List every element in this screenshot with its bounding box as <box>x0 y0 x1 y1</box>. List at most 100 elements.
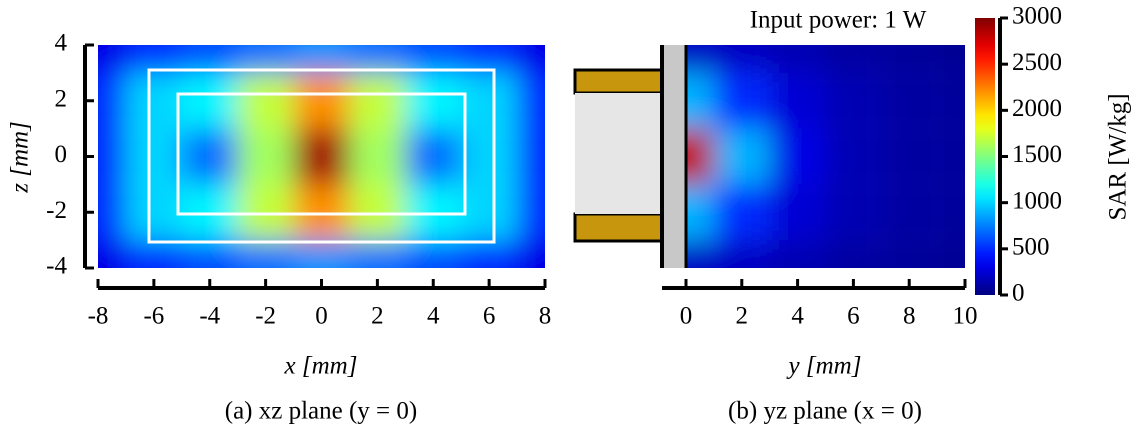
heat-cell <box>517 72 545 129</box>
heat-cell <box>713 184 770 241</box>
heat-cell <box>405 72 462 129</box>
y-tick-label: 4 <box>55 30 68 57</box>
heat-cell <box>349 45 406 73</box>
heat-cell <box>713 128 770 185</box>
heat-cell <box>237 45 294 73</box>
heat-cell <box>98 72 126 129</box>
heat-cell <box>769 184 826 241</box>
y-tick-label: -4 <box>46 253 67 280</box>
heat-cell <box>293 128 350 185</box>
y-axis-label: z [mm] <box>7 121 34 194</box>
x-tick-label: 10 <box>953 303 978 330</box>
heat-cell <box>769 128 826 185</box>
heat-cell <box>349 184 406 241</box>
x-tick-label: 6 <box>847 303 860 330</box>
heat-cell <box>405 240 462 268</box>
heat-cell <box>461 184 518 241</box>
heat-cell <box>686 240 714 268</box>
metal-wall <box>573 68 664 95</box>
heat-cell <box>881 128 938 185</box>
x-tick-label: -8 <box>88 303 109 330</box>
heat-cell <box>825 184 882 241</box>
heat-cell <box>293 45 350 73</box>
heat-cell <box>98 184 126 241</box>
heat-cell <box>769 45 826 73</box>
heatmap-a <box>98 45 545 268</box>
caption: (b) yz plane (x = 0) <box>728 398 922 425</box>
colorbar-tick-label: 2000 <box>1012 95 1062 122</box>
colorbar-tick-label: 1000 <box>1012 187 1062 214</box>
heat-cell <box>937 72 965 129</box>
heat-cell <box>686 128 714 185</box>
x-tick-label: 6 <box>483 303 496 330</box>
heat-cell <box>349 240 406 268</box>
heat-cell <box>517 128 545 185</box>
x-axis-label: y [mm] <box>786 353 862 380</box>
heatmap-b <box>686 45 965 268</box>
heat-cell <box>713 45 770 73</box>
heat-cell <box>825 72 882 129</box>
heat-cell <box>881 45 938 73</box>
heat-cell <box>686 45 714 73</box>
outer-boundary <box>147 68 496 244</box>
heat-cell <box>825 128 882 185</box>
heat-cell <box>98 45 126 73</box>
heat-cell <box>98 240 126 268</box>
x-tick-label: 8 <box>539 303 552 330</box>
heat-cell <box>293 184 350 241</box>
heat-cell <box>769 240 826 268</box>
heat-cell <box>517 240 545 268</box>
heat-cell <box>517 45 545 73</box>
heat-cell <box>713 240 770 268</box>
colorbar-label: SAR [W/kg] <box>1105 93 1132 220</box>
heat-cell <box>937 45 965 73</box>
caption: (a) xz plane (y = 0) <box>225 398 417 425</box>
heat-cell <box>405 128 462 185</box>
heat-cell <box>461 128 518 185</box>
colorbar-tick-label: 3000 <box>1012 3 1062 30</box>
heat-cell <box>237 240 294 268</box>
heat-cell <box>825 45 882 73</box>
x-tick-label: 2 <box>371 303 384 330</box>
dielectric <box>575 93 662 214</box>
heat-cell <box>125 128 182 185</box>
heat-cell <box>125 184 182 241</box>
heat-cell <box>881 184 938 241</box>
heat-cell <box>881 240 938 268</box>
colorbar-tick-label: 0 <box>1012 280 1025 307</box>
heat-cell <box>713 72 770 129</box>
y-tick-label: -2 <box>46 197 67 224</box>
x-tick-label: -4 <box>199 303 220 330</box>
heat-cell <box>405 45 462 73</box>
heat-cell <box>293 72 350 129</box>
colorbar-tick-label: 1500 <box>1012 141 1062 168</box>
heat-cell <box>125 240 182 268</box>
x-tick-label: 4 <box>427 303 440 330</box>
heat-cell <box>181 128 238 185</box>
heat-cell <box>825 240 882 268</box>
heat-cell <box>405 184 462 241</box>
heat-cell <box>293 240 350 268</box>
y-tick-label: 2 <box>55 85 68 112</box>
annotation: Input power: 1 W <box>750 7 927 34</box>
heat-cell <box>937 128 965 185</box>
x-axis-label: x [mm] <box>284 353 358 380</box>
heat-cell <box>937 240 965 268</box>
heat-cell <box>237 128 294 185</box>
heat-cell <box>181 45 238 73</box>
heat-cell <box>125 45 182 73</box>
x-tick-label: 4 <box>791 303 804 330</box>
colorbar-tick-label: 500 <box>1012 234 1050 261</box>
heat-cell <box>461 72 518 129</box>
x-tick-label: 0 <box>315 303 328 330</box>
colorbar-tick-label: 2500 <box>1012 49 1062 76</box>
heat-cell <box>461 45 518 73</box>
heat-cell <box>686 72 714 129</box>
heat-cell <box>461 240 518 268</box>
heat-cell <box>517 184 545 241</box>
heat-cell <box>125 72 182 129</box>
heat-cell <box>181 184 238 241</box>
heat-cell <box>881 72 938 129</box>
metal-wall <box>573 212 664 243</box>
